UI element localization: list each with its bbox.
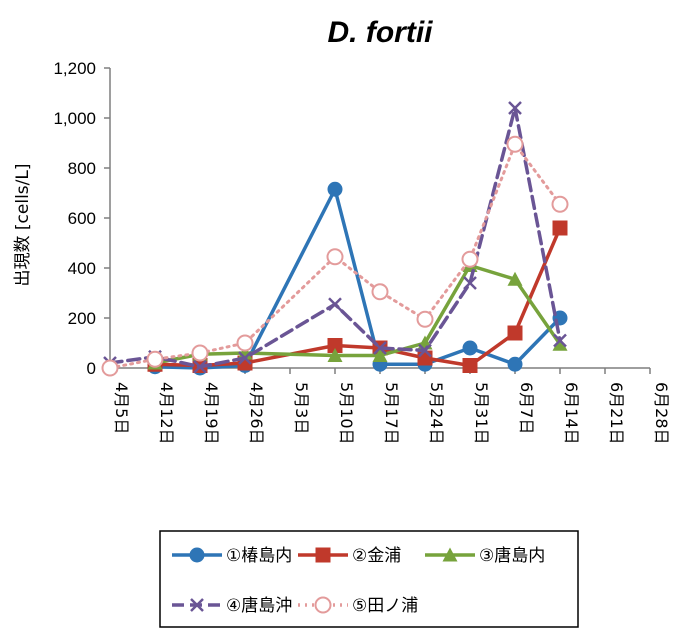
data-point — [417, 350, 433, 366]
legend-item: ③唐島内 — [425, 545, 545, 566]
y-tick-label: 0 — [87, 359, 96, 378]
x-tick-label: 4月5日 — [112, 382, 131, 434]
data-point — [327, 348, 343, 362]
y-tick-label: 200 — [68, 309, 96, 328]
data-point — [326, 248, 344, 266]
y-tick-label: 600 — [68, 209, 96, 228]
data-point — [191, 344, 209, 362]
x-tick-label: 5月24日 — [427, 382, 446, 445]
series-4 — [103, 101, 567, 374]
x-tick-label: 4月12日 — [157, 382, 176, 445]
series-5 — [101, 135, 569, 377]
data-point — [551, 195, 569, 213]
legend-item: ⑤田ノ浦 — [298, 596, 418, 616]
legend-box — [159, 530, 579, 628]
data-point — [146, 350, 164, 368]
legend-label: ④唐島沖 — [226, 595, 292, 616]
chart-title: D. fortii — [328, 16, 434, 49]
data-point — [238, 351, 252, 365]
y-tick-labels: 0 200 400 600 800 1,000 1,200 — [53, 59, 96, 378]
data-point — [462, 340, 478, 356]
legend-marker — [314, 596, 332, 614]
x-marker-stroke — [553, 333, 567, 348]
legend-marker — [442, 547, 458, 562]
data-point — [328, 297, 342, 312]
legend-item: ①椿島内 — [172, 546, 292, 566]
legend-label: ②金浦 — [352, 546, 401, 566]
x-marker-stroke — [418, 343, 432, 358]
x-tick-labels: 4月5日 4月12日 4月19日 4月26日 5月3日 5月10日 5月17日 5月24日 5月… — [112, 382, 671, 445]
x-tick-label: 4月19日 — [202, 382, 221, 445]
series-group — [101, 101, 569, 377]
x-tick-label: 5月17日 — [382, 382, 401, 445]
x-tick-label: 6月28日 — [652, 382, 671, 445]
data-point — [507, 356, 523, 372]
data-point — [327, 181, 343, 197]
data-point — [507, 271, 523, 286]
legend-label: ①椿島内 — [226, 546, 292, 566]
data-point — [372, 348, 388, 362]
data-point — [463, 276, 477, 290]
series-line — [108, 106, 562, 369]
x-marker-stroke — [328, 297, 342, 312]
legend-marker — [190, 598, 204, 612]
legend-item: ②金浦 — [298, 546, 401, 566]
y-axis-label: 出現数 [cells/L] — [13, 164, 33, 287]
x-tick-label: 4月26日 — [247, 382, 266, 445]
data-point — [553, 333, 567, 348]
y-tick-label: 800 — [68, 159, 96, 178]
series-line — [153, 187, 562, 370]
x-marker-stroke — [238, 351, 252, 365]
y-tick-label: 400 — [68, 259, 96, 278]
data-point — [193, 359, 207, 374]
x-tick-label: 6月21日 — [607, 382, 626, 445]
y-tick-label: 1,000 — [53, 109, 96, 128]
data-point — [418, 343, 432, 358]
x-marker-stroke — [190, 598, 204, 612]
legend-label: ③唐島内 — [479, 545, 545, 566]
data-point — [236, 334, 254, 352]
legend-label: ⑤田ノ浦 — [352, 596, 418, 616]
data-point — [461, 250, 479, 268]
data-point — [508, 101, 522, 115]
series-2 — [147, 220, 568, 373]
data-point — [552, 220, 568, 236]
data-point — [552, 336, 568, 351]
x-tick-label: 6月14日 — [562, 382, 581, 445]
legend: ①椿島内 ②金浦 ③唐島内 ④唐島沖 ⑤田ノ浦 — [159, 530, 579, 628]
x-marker-stroke — [508, 101, 522, 115]
data-point — [371, 283, 389, 301]
data-point — [327, 338, 343, 353]
x-tick-label: 5月31日 — [472, 382, 491, 445]
data-point — [506, 135, 524, 153]
x-tick-label: 5月10日 — [337, 382, 356, 445]
data-point — [462, 358, 478, 373]
y-tick-label: 1,200 — [53, 59, 96, 78]
series-line — [153, 226, 562, 368]
x-marker-stroke — [193, 359, 207, 374]
data-point — [101, 359, 119, 377]
legend-item: ④唐島沖 — [172, 595, 292, 616]
series-line — [108, 142, 562, 370]
data-point — [416, 310, 434, 328]
legend-marker — [315, 547, 331, 563]
data-point — [507, 325, 523, 341]
x-tick-label: 5月3日 — [292, 382, 311, 434]
legend-marker — [189, 547, 205, 563]
x-marker-stroke — [373, 341, 387, 355]
x-marker-stroke — [463, 276, 477, 290]
axes — [104, 67, 651, 374]
x-tick-label: 6月7日 — [517, 382, 536, 434]
data-point — [373, 341, 387, 355]
